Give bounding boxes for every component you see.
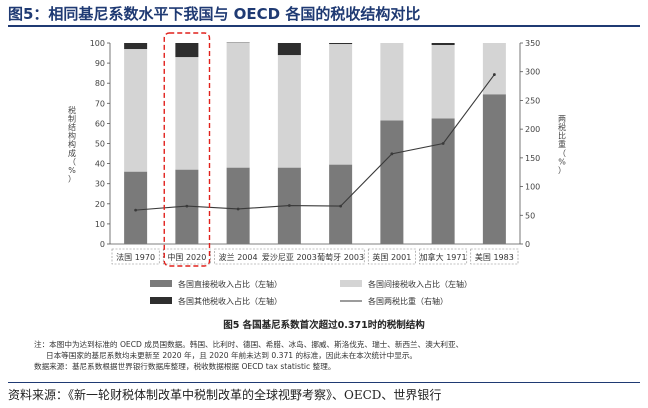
bar-indirect-tax: [277, 55, 301, 168]
left-tick-label: 100: [90, 39, 105, 48]
bar-direct-tax: [482, 94, 506, 244]
x-tick-label: 葡萄牙 2003: [317, 252, 364, 262]
bar-other-tax: [329, 43, 353, 45]
category-box: [214, 248, 365, 265]
right-tick-label: 150: [525, 154, 540, 163]
bar-indirect-tax: [431, 45, 455, 119]
bar-direct-tax: [124, 171, 148, 244]
category-box: [111, 248, 160, 265]
line-point: [339, 204, 343, 208]
category-box: [367, 248, 416, 265]
bar-indirect-tax: [124, 49, 148, 172]
x-tick-label: 美国 1983: [475, 252, 514, 262]
line-point: [287, 204, 291, 207]
right-tick-label: 200: [525, 125, 540, 134]
line-two-tax-ratio: [135, 74, 495, 211]
bar-direct-tax: [380, 120, 404, 244]
line-point: [390, 152, 394, 156]
left-tick-label: 10: [95, 220, 105, 229]
x-tick-label: 爱沙尼亚 2003: [262, 253, 317, 262]
x-tick-label: 英国 2001: [372, 252, 411, 262]
bar-indirect-tax: [380, 43, 404, 121]
bar-direct-tax: [431, 118, 455, 244]
category-box: [470, 248, 519, 265]
page-title: 图5：相同基尼系数水平下我国与 OECD 各国的税收结构对比: [8, 5, 421, 23]
right-tick-label: 50: [525, 211, 535, 220]
legend-label: 各国间接税收入占比（左轴）: [368, 279, 472, 289]
category-box: [162, 248, 211, 265]
bar-indirect-tax: [482, 43, 506, 95]
right-tick-label: 300: [525, 68, 540, 77]
left-axis-title: 税制结构构成（%）: [68, 105, 76, 184]
x-tick-label: 波兰 2004: [219, 252, 258, 262]
left-tick-label: 20: [95, 200, 105, 209]
bar-direct-tax: [329, 164, 353, 244]
bar-direct-tax: [226, 167, 250, 244]
right-tick-label: 250: [525, 96, 540, 105]
left-tick-label: 60: [95, 119, 105, 128]
line-point: [441, 142, 445, 145]
right-tick-label: 0: [525, 240, 530, 249]
left-tick-label: 80: [95, 79, 105, 88]
line-point: [492, 73, 496, 76]
bar-other-tax: [277, 43, 301, 56]
x-tick-label: 法国 1970: [116, 252, 155, 262]
legend-label: 各国直接税收入占比（左轴）: [178, 279, 282, 289]
x-tick-label: 中国 2020: [167, 252, 206, 262]
bar-other-tax: [124, 43, 148, 50]
x-tick-label: 加拿大 1971: [420, 252, 467, 262]
right-tick-label: 350: [525, 39, 540, 48]
note-line: 注：本图中为达到标准的 OECD 成员国数据。韩国、比利时、德国、希腊、冰岛、挪…: [34, 339, 463, 349]
bar-indirect-tax: [226, 43, 250, 168]
note-line: 数据来源：基尼系数根据世界银行数据库整理，税收数据根据 OECD tax sta…: [34, 361, 335, 371]
left-tick-label: 30: [95, 180, 105, 189]
legend-swatch: [150, 280, 172, 287]
left-tick-label: 70: [95, 99, 105, 108]
source-rule: [8, 382, 640, 383]
left-tick-label: 50: [95, 140, 105, 149]
left-tick-label: 0: [100, 240, 105, 249]
line-point: [185, 204, 189, 208]
legend-label: 各国其他税收入占比（左轴）: [178, 296, 282, 306]
legend-label: 各国两税比重（右轴）: [368, 296, 448, 306]
legend-swatch: [340, 280, 362, 287]
note-line: 日本等国家的基尼系数均未更新至 2020 年，且 2020 年前未达到 0.37…: [46, 350, 417, 360]
source-line: 资料来源：《新一轮财税体制改革中税制改革的全球视野考察》、OECD、世界银行: [8, 388, 442, 402]
bar-other-tax: [175, 43, 199, 58]
category-box: [419, 248, 468, 265]
bar-other-tax: [431, 43, 455, 46]
china-highlight-box: [163, 32, 211, 267]
line-point: [236, 207, 240, 211]
left-tick-label: 40: [95, 160, 105, 169]
line-point: [134, 208, 138, 212]
tax-structure-chart: 0 10 20 30 40 50 60 70 80 90 100 0 50 100 150 200 250 300…: [34, 32, 566, 371]
bar-indirect-tax: [329, 44, 353, 165]
legend-swatch: [150, 297, 172, 304]
bar-indirect-tax: [175, 57, 199, 170]
right-tick-label: 100: [525, 183, 540, 192]
title-rule: [8, 25, 640, 27]
left-tick-label: 90: [95, 59, 105, 68]
figure-caption: 图5 各国基尼系数首次超过0.371时的税制结构: [223, 319, 425, 331]
right-axis-title: 两税比重（%）: [558, 114, 566, 175]
